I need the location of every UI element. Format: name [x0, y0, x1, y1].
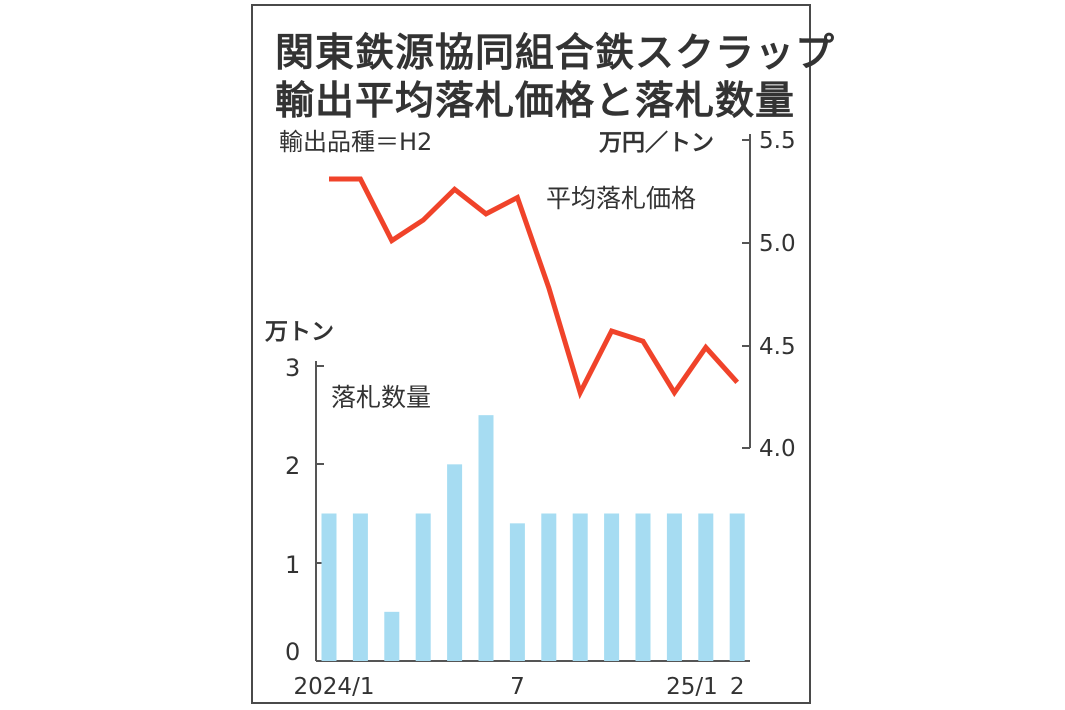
volume-bar — [635, 513, 651, 661]
volume-bar — [447, 464, 463, 661]
right-tick-label: 5.5 — [759, 128, 796, 154]
left-tick-label: 0 — [285, 638, 300, 666]
right-tick-label: 4.0 — [759, 436, 796, 462]
bar-series — [321, 415, 745, 661]
x-tick-label: 2 — [730, 674, 745, 700]
volume-bar — [384, 611, 400, 661]
x-tick-label: 25/1 — [666, 674, 718, 700]
volume-bar — [572, 513, 588, 661]
x-tick-label: 7 — [510, 674, 525, 700]
left-tick-label: 3 — [285, 354, 300, 382]
chart-title-line-2: 輸出平均落札価格と落札数量 — [275, 79, 796, 124]
right-axis-unit: 万円／トン — [599, 129, 714, 156]
volume-bar — [478, 415, 494, 661]
left-tick-label: 2 — [285, 452, 300, 480]
volume-series-label: 落札数量 — [331, 383, 431, 412]
x-tick-labels: 2024/1 7 25/1 2 — [294, 674, 745, 700]
left-axis-unit: 万トン — [265, 319, 334, 345]
left-tick-label: 1 — [285, 551, 300, 579]
volume-bar — [666, 513, 682, 661]
right-tick-label: 4.5 — [759, 334, 796, 360]
volume-bar — [352, 513, 368, 661]
volume-bar — [698, 513, 714, 661]
price-line — [329, 176, 740, 400]
volume-bar — [509, 523, 525, 661]
volume-bar — [604, 513, 620, 661]
volume-bar — [729, 513, 745, 661]
x-tick-label: 2024/1 — [294, 674, 375, 700]
product-note: 輸出品種＝H2 — [279, 128, 432, 156]
chart-svg: 0 1 2 3 5.5 5.0 4.5 4.0 万トン 万円／トン 輸出品種＝H… — [265, 128, 796, 700]
price-series-label: 平均落札価格 — [546, 184, 696, 213]
volume-bar — [541, 513, 557, 661]
volume-bar — [415, 513, 431, 661]
chart-title-line-1: 関東鉄源協同組合鉄スクラップ — [275, 31, 836, 76]
volume-bar — [321, 513, 337, 661]
chart-frame: 関東鉄源協同組合鉄スクラップ 輸出平均落札価格と落札数量 0 1 2 3 5.5… — [251, 4, 834, 704]
right-tick-label: 5.0 — [759, 231, 796, 257]
